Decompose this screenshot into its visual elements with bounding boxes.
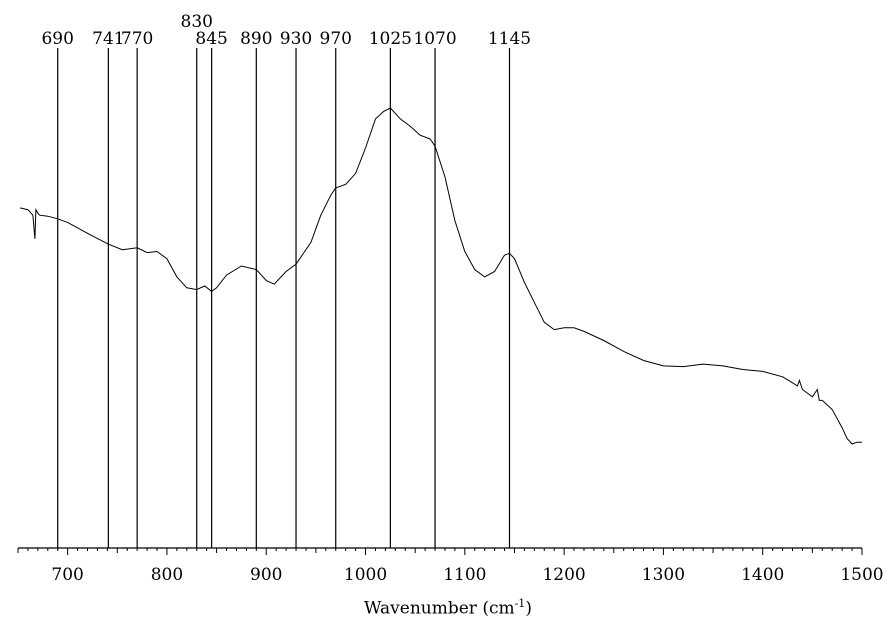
- peak-label-890: 890: [240, 29, 272, 49]
- x-tick-label: 800: [151, 565, 183, 585]
- x-tick-label: 1100: [443, 565, 486, 585]
- x-axis-ticks: [17, 548, 863, 555]
- peak-label-1025: 1025: [369, 29, 412, 49]
- x-tick-label: 1500: [840, 565, 883, 585]
- peak-label-845: 845: [195, 29, 227, 49]
- x-tick-label: 1400: [741, 565, 784, 585]
- x-tick-label: 900: [250, 565, 282, 585]
- peak-lines: [57, 48, 511, 548]
- x-axis-tick-labels: 700 800 900 1000 1100 1200 1300 1400 1500: [51, 565, 883, 585]
- peak-label-970: 970: [320, 29, 352, 49]
- peak-label-770: 770: [121, 29, 153, 49]
- peak-label-741: 741: [92, 29, 124, 49]
- x-tick-label: 1000: [344, 565, 387, 585]
- x-axis-title: Wavenumber (cm-1): [364, 597, 532, 619]
- peak-label-1070: 1070: [413, 29, 456, 49]
- x-tick-label: 1300: [642, 565, 685, 585]
- peak-label-930: 930: [280, 29, 312, 49]
- spectrum-series-line: [19, 107, 862, 445]
- peak-label-830: 830: [181, 12, 213, 32]
- x-tick-label: 1200: [542, 565, 585, 585]
- peak-label-1145: 1145: [488, 29, 531, 49]
- x-tick-label: 700: [51, 565, 83, 585]
- peak-label-690: 690: [41, 29, 73, 49]
